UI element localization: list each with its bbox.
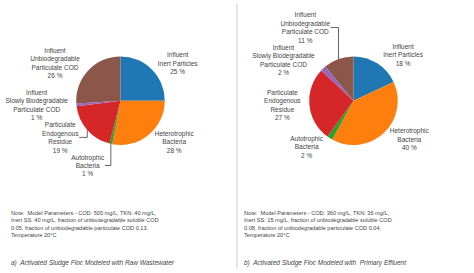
svg-text:InfluentSlowly BiodegradablePa: InfluentSlowly BiodegradableParticulate … xyxy=(5,89,68,121)
svg-text:AutotrophicBacteria2 %: AutotrophicBacteria2 % xyxy=(290,135,324,159)
svg-text:InfluentSlowly BiodegradablePa: InfluentSlowly BiodegradableParticulate … xyxy=(252,44,315,76)
svg-text:InfluentInert Particles25 %: InfluentInert Particles25 % xyxy=(158,51,198,75)
svg-text:b) Activated Sludge Floc Mode: b) Activated Sludge Floc Modeled with Pr… xyxy=(244,259,407,267)
svg-text:InfluentUnbiodegradableParticu: InfluentUnbiodegradableParticulate COD11… xyxy=(281,11,331,43)
svg-text:InfluentUnbiodegradableParticu: InfluentUnbiodegradableParticulate COD26… xyxy=(30,47,80,79)
svg-text:Note: Model Parameters - COD:: Note: Model Parameters - COD: 500 mg/L, … xyxy=(11,210,159,238)
svg-text:HeterotrophicBacteria40 %: HeterotrophicBacteria40 % xyxy=(390,127,430,151)
svg-text:a) Activated Sludge Floc Mode: a) Activated Sludge Floc Modeled with Ra… xyxy=(11,259,175,267)
svg-text:Note: Model Parameters - COD:: Note: Model Parameters - COD: 360 mg/L, … xyxy=(244,210,392,238)
svg-text:ParticulateEndogenousResidue27: ParticulateEndogenousResidue27 % xyxy=(264,89,301,121)
svg-text:InfluentInert Particles18 %: InfluentInert Particles18 % xyxy=(383,43,423,67)
svg-text:ParticulateEndogenousResidue19: ParticulateEndogenousResidue19 % xyxy=(42,121,79,153)
svg-text:HeterotrophicBacteria28 %: HeterotrophicBacteria28 % xyxy=(155,130,195,154)
svg-text:AutotrophicBacteria1 %: AutotrophicBacteria1 % xyxy=(71,154,105,178)
